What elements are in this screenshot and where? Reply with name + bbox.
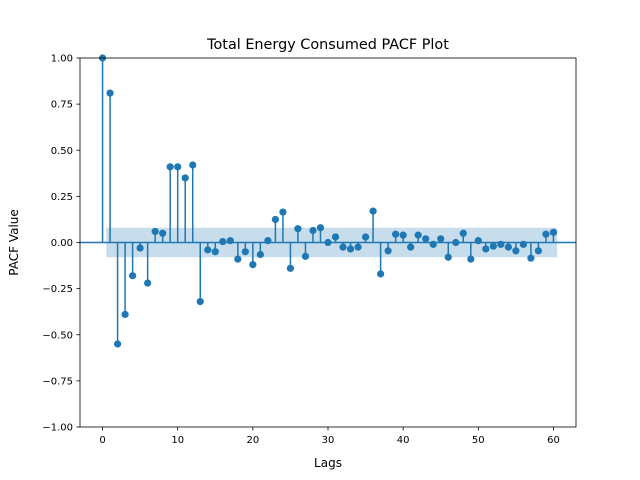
pacf-point-lag-46 [444,253,452,261]
pacf-point-lag-12 [189,161,197,169]
x-tick-label: 20 [246,435,259,446]
pacf-point-lag-4 [129,272,137,280]
pacf-point-lag-55 [512,247,520,255]
y-tick-label: 0.00 [51,238,73,249]
y-tick-label: 0.25 [51,192,73,203]
pacf-point-lag-20 [249,261,257,269]
pacf-point-lag-52 [489,242,497,250]
markers-layer [98,54,558,348]
x-tick-label: 30 [322,435,335,446]
pacf-point-lag-59 [542,230,550,238]
pacf-point-lag-7 [151,227,159,236]
pacf-point-lag-22 [264,237,272,245]
pacf-point-lag-26 [294,225,302,233]
pacf-point-lag-31 [331,233,340,241]
pacf-point-lag-41 [407,243,415,251]
pacf-point-lag-50 [474,237,482,245]
pacf-point-lag-51 [482,245,490,253]
pacf-point-lag-16 [219,237,227,246]
pacf-point-lag-56 [519,240,527,248]
x-axis-label: Lags [314,456,342,470]
y-axis-ticks: −1.00 −0.75 −0.50 −0.25 0.00 0.25 0.50 0.75 1.00 [42,54,80,434]
x-axis-ticks: 0 10 20 30 40 50 60 [99,427,560,446]
pacf-point-lag-19 [241,248,249,256]
pacf-point-lag-39 [392,230,400,238]
x-tick-label: 0 [99,435,105,446]
pacf-point-lag-58 [534,247,543,255]
pacf-point-lag-60 [549,228,558,236]
pacf-point-lag-11 [181,174,189,182]
pacf-point-lag-48 [459,229,467,237]
y-tick-label: −0.50 [42,330,73,341]
pacf-point-lag-5 [136,244,144,252]
y-tick-label: −1.00 [42,423,73,434]
pacf-point-lag-45 [437,235,445,243]
pacf-point-lag-2 [113,340,122,348]
x-tick-label: 10 [171,435,184,446]
pacf-point-lag-28 [309,226,317,235]
pacf-point-lag-23 [271,215,279,224]
pacf-point-lag-17 [226,237,234,245]
pacf-point-lag-35 [361,233,370,241]
pacf-point-lag-25 [286,264,295,272]
pacf-point-lag-37 [377,270,385,278]
pacf-point-lag-38 [384,247,392,255]
pacf-point-lag-6 [144,279,152,287]
pacf-point-lag-54 [504,243,512,251]
pacf-point-lag-30 [324,238,332,247]
pacf-point-lag-21 [256,250,264,259]
pacf-point-lag-10 [174,163,182,171]
pacf-point-lag-29 [316,224,325,232]
pacf-point-lag-14 [204,246,212,254]
pacf-point-lag-32 [339,243,347,251]
pacf-point-lag-18 [234,255,242,263]
pacf-point-lag-57 [527,254,535,262]
pacf-point-lag-36 [369,207,377,215]
y-tick-label: −0.25 [42,284,73,295]
pacf-point-lag-43 [422,235,430,243]
pacf-point-lag-53 [497,240,505,248]
x-tick-label: 50 [472,435,485,446]
pacf-point-lag-13 [196,297,204,306]
pacf-point-lag-40 [399,231,407,239]
x-tick-label: 60 [547,435,560,446]
pacf-point-lag-47 [452,238,460,247]
pacf-point-lag-9 [166,163,174,171]
pacf-point-lag-44 [429,240,437,248]
pacf-point-lag-24 [279,208,287,216]
pacf-point-lag-27 [301,252,310,260]
y-tick-label: 0.75 [51,100,73,111]
stems-layer [101,58,555,344]
y-axis-label: PACF Value [7,209,21,276]
pacf-point-lag-33 [346,245,355,253]
pacf-point-lag-3 [121,310,129,319]
y-tick-label: 1.00 [51,54,73,65]
pacf-point-lag-8 [159,229,167,237]
y-tick-label: −0.75 [42,376,73,387]
pacf-point-lag-42 [414,231,422,239]
pacf-point-lag-1 [106,89,114,97]
pacf-point-lag-49 [467,255,475,263]
pacf-point-lag-15 [211,248,219,256]
chart-title: Total Energy Consumed PACF Plot [206,37,449,53]
pacf-point-lag-34 [354,243,362,251]
x-tick-label: 40 [397,435,410,446]
y-tick-label: 0.50 [51,146,73,157]
